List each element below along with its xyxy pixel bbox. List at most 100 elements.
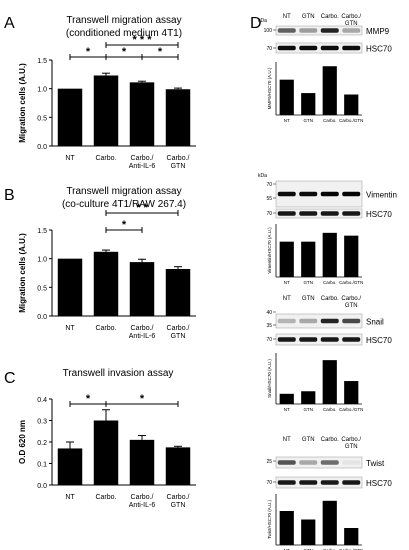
category-label: Carbo. xyxy=(323,548,337,550)
y-tick-label: 0.5 xyxy=(37,115,47,122)
blot-band xyxy=(342,45,361,51)
blot-column-label: NT xyxy=(283,437,291,443)
panel-c-title: Transwell invasion assay xyxy=(63,368,174,379)
blot-block-mmp9: NT GTN Carbo. Carbo./GTNkDaMMP9100HSC7070NT… xyxy=(258,14,392,123)
bar xyxy=(279,393,294,404)
bar xyxy=(301,519,316,545)
blot-band-label: MMP9 xyxy=(366,27,390,36)
blot-band xyxy=(320,45,339,51)
panel-b-title-line2: (co-culture 4T1/RAW 267.4) xyxy=(62,199,186,210)
category-label-line: Carbo./ xyxy=(167,494,190,501)
bar xyxy=(322,66,337,115)
blot-band-label: Twist xyxy=(366,459,385,468)
blot-band xyxy=(320,211,339,216)
category-label-line: Anti-IL-6 xyxy=(129,163,156,170)
panel-a-title-line2: (conditioned medium 4T1) xyxy=(66,28,182,39)
blot-band xyxy=(342,337,361,342)
y-tick-label: 0.4 xyxy=(37,397,47,404)
bar xyxy=(93,420,119,485)
bar xyxy=(93,75,119,146)
blot-column-label: GTN xyxy=(302,14,315,20)
left-bar-charts: 0.0 0.5 1.0 1.5 Migration cells (A.U.) NT Carb… xyxy=(18,34,196,509)
y-axis-label: Migration cells (A.U.) xyxy=(18,63,27,143)
kda-marker: 35 xyxy=(266,323,272,329)
blot-band xyxy=(277,28,296,33)
blot-band xyxy=(320,318,339,324)
bar xyxy=(344,94,359,115)
bar xyxy=(279,79,294,115)
blot-column-label: Carbo. xyxy=(321,437,339,443)
y-tick-label: 0.5 xyxy=(37,285,47,292)
blot-column-label: Carbo./GTN xyxy=(341,437,361,450)
significance-star: * * xyxy=(136,202,148,214)
kda-marker: 25 xyxy=(266,459,272,465)
category-label: Carbo./GTN xyxy=(339,407,363,412)
kda-unit-label: kDa xyxy=(258,18,267,24)
bar xyxy=(165,89,191,146)
blot-strip xyxy=(275,476,363,489)
blot-column-label: Carbo./GTN xyxy=(341,296,361,309)
blot-band xyxy=(277,45,296,51)
y-tick-label: 1.5 xyxy=(37,228,47,235)
blot-band xyxy=(277,211,296,216)
category-label-line: Anti-IL-6 xyxy=(129,333,156,340)
category-label: Carbo./Anti-IL-6 xyxy=(129,155,156,170)
category-label: Carbo./Anti-IL-6 xyxy=(129,325,156,340)
y-tick-label: 0.0 xyxy=(37,314,47,321)
blot-band xyxy=(277,480,296,485)
blot-strip xyxy=(275,313,363,329)
blot-band-label: HSC70 xyxy=(366,336,392,345)
blot-strip xyxy=(275,208,363,219)
panel-letter-a: A xyxy=(4,15,15,32)
blot-band-label: HSC70 xyxy=(366,479,392,488)
significance-star: * xyxy=(140,393,145,405)
category-label: NT xyxy=(284,118,290,123)
blot-band xyxy=(342,480,361,485)
category-label: Carbo./GTN xyxy=(339,548,363,550)
category-label: Carbo. xyxy=(95,155,116,162)
category-label: GTN xyxy=(304,407,314,412)
kda-unit-label: kDa xyxy=(258,173,267,179)
significance-star: * xyxy=(122,46,127,58)
blot-column-label-line: GTN xyxy=(345,444,358,450)
y-tick-label: 1.0 xyxy=(37,87,47,94)
blot-column-label: Carbo. xyxy=(321,296,339,302)
category-label: Carbo./GTN xyxy=(167,325,190,340)
y-tick-label: 0.0 xyxy=(37,483,47,490)
y-tick-label: 0.0 xyxy=(37,144,47,151)
bar xyxy=(344,528,359,545)
blot-column-label: NT xyxy=(283,296,291,302)
bar xyxy=(165,268,191,316)
category-label-line: Carbo./ xyxy=(167,325,190,332)
y-tick-label: 1.0 xyxy=(37,257,47,264)
y-axis-label: MMP9/HSC70 (A.U.) xyxy=(267,67,272,109)
blot-band xyxy=(342,28,361,33)
category-label: NT xyxy=(65,494,75,501)
blot-band xyxy=(299,337,318,342)
blot-column-label-line: GTN xyxy=(345,303,358,309)
panel-letter-b: B xyxy=(4,187,15,204)
y-tick-label: 0.2 xyxy=(37,440,47,447)
kda-marker: 70 xyxy=(266,46,272,52)
blot-strip xyxy=(275,456,363,469)
y-axis-label: O.D 620 nm xyxy=(18,420,27,464)
category-label: NT xyxy=(284,280,290,285)
blot-column-label-line: Carbo./ xyxy=(341,437,361,443)
blot-band xyxy=(299,191,318,197)
y-tick-label: 0.3 xyxy=(37,419,47,426)
category-label-line: Carbo./ xyxy=(131,325,154,332)
bar xyxy=(279,511,294,545)
blot-band xyxy=(299,45,318,51)
category-label: NT xyxy=(284,407,290,412)
kda-marker: 70 xyxy=(266,211,272,217)
bar xyxy=(301,241,316,277)
blot-band xyxy=(299,480,318,485)
blot-band xyxy=(299,318,318,324)
bar xyxy=(57,88,83,146)
blot-band-label: Vimentin xyxy=(366,191,397,200)
blot-band xyxy=(320,28,339,33)
blot-band-label: Snail xyxy=(366,318,384,327)
blot-band xyxy=(299,460,318,465)
significance-star: * xyxy=(158,46,163,58)
